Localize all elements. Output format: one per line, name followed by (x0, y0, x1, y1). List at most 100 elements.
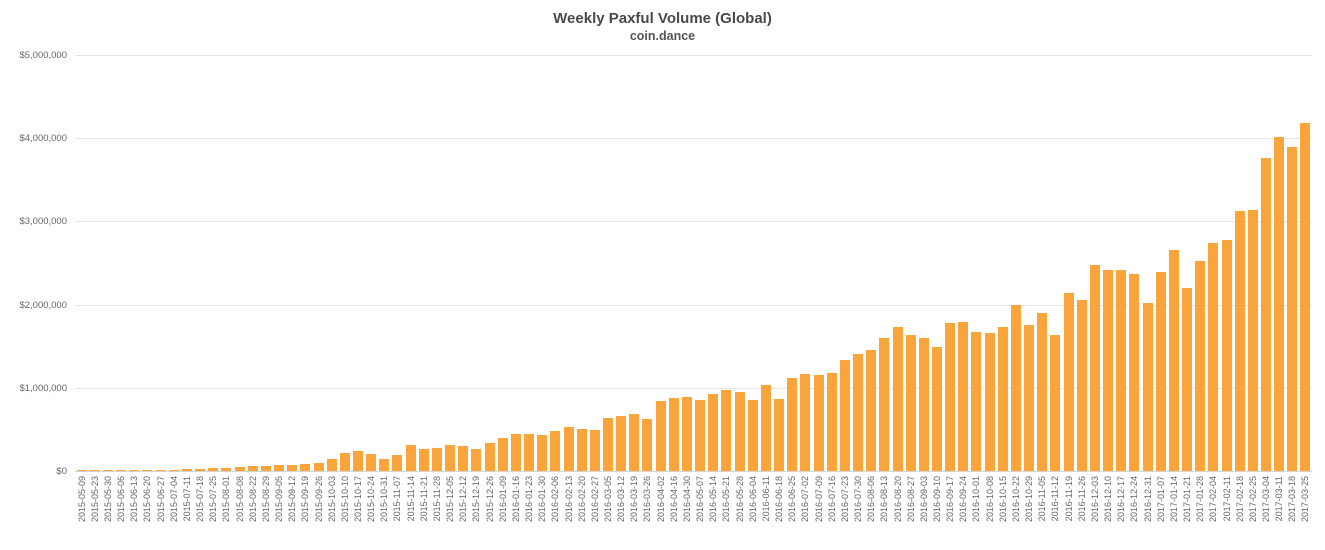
bar-2015-07-04[interactable] (168, 470, 179, 471)
bar-2015-05-30[interactable] (102, 470, 113, 471)
bar-2016-04-16[interactable] (668, 398, 679, 471)
bar-2016-10-22[interactable] (1010, 305, 1021, 471)
bar-2016-11-19[interactable] (1063, 293, 1074, 471)
bar-2015-09-05[interactable] (274, 465, 284, 471)
bar-2015-10-03[interactable] (326, 459, 337, 471)
bar-2017-03-18[interactable] (1287, 147, 1298, 471)
bar-2016-04-02[interactable] (655, 401, 666, 471)
bar-2015-08-29[interactable] (260, 466, 271, 471)
bar-2015-11-28[interactable] (431, 448, 442, 471)
bar-2016-06-04[interactable] (747, 400, 758, 471)
bar-2017-01-07[interactable] (1155, 272, 1166, 471)
bar-2016-02-13[interactable] (563, 427, 574, 471)
bar-2017-01-28[interactable] (1195, 261, 1206, 471)
bar-2016-11-12[interactable] (1050, 335, 1061, 471)
bar-2016-12-24[interactable] (1129, 274, 1140, 471)
bar-2015-08-01[interactable] (221, 468, 232, 471)
bar-2017-02-18[interactable] (1234, 211, 1245, 471)
bar-2016-02-20[interactable] (576, 429, 587, 471)
bar-2016-11-26[interactable] (1076, 300, 1087, 471)
x-axis-tick-label: 2016-05-07 (695, 476, 706, 523)
bar-2017-03-11[interactable] (1274, 137, 1285, 471)
bar-2016-03-19[interactable] (629, 414, 640, 471)
x-axis-tick-label: 2015-11-21 (418, 476, 429, 522)
x-axis-tick-label: 2015-08-29 (260, 476, 271, 523)
bar-2016-08-27[interactable] (905, 335, 916, 471)
bar-2016-09-03[interactable] (918, 338, 929, 471)
x-axis-tick-label: 2016-12-03 (1089, 476, 1100, 523)
bar-2016-07-23[interactable] (839, 360, 850, 471)
bar-2016-09-10[interactable] (932, 347, 942, 471)
bar-2015-09-12[interactable] (287, 465, 298, 471)
bar-2016-02-06[interactable] (550, 431, 561, 471)
bar-2016-05-07[interactable] (695, 400, 706, 471)
bar-2015-12-19[interactable] (471, 449, 482, 471)
bar-2016-10-29[interactable] (1024, 325, 1035, 471)
bar-2016-01-23[interactable] (524, 434, 534, 471)
bar-2015-06-27[interactable] (155, 470, 166, 471)
bar-2016-12-03[interactable] (1089, 265, 1100, 471)
bar-2016-01-09[interactable] (497, 438, 508, 471)
bar-2016-09-24[interactable] (958, 322, 969, 471)
bar-2015-10-31[interactable] (379, 459, 390, 471)
bar-2016-08-13[interactable] (879, 338, 890, 471)
bar-2015-08-22[interactable] (247, 466, 258, 471)
bar-2017-02-04[interactable] (1208, 243, 1219, 471)
bar-2016-07-30[interactable] (853, 354, 863, 471)
bar-2016-05-14[interactable] (708, 394, 719, 471)
bar-2016-07-16[interactable] (826, 373, 837, 471)
bar-2016-12-31[interactable] (1142, 303, 1153, 471)
bar-2016-01-16[interactable] (510, 434, 521, 471)
bar-2016-12-10[interactable] (1103, 270, 1113, 471)
bar-2015-05-09[interactable] (76, 470, 87, 471)
bar-2015-12-26[interactable] (484, 443, 495, 471)
bar-2016-02-27[interactable] (589, 430, 600, 471)
bar-2016-05-28[interactable] (734, 392, 745, 471)
bar-2017-03-04[interactable] (1260, 158, 1271, 471)
bar-2016-09-17[interactable] (945, 323, 956, 471)
bar-2016-06-25[interactable] (787, 378, 798, 471)
x-axis-tick-label: 2016-02-27 (589, 476, 600, 523)
bar-2015-05-23[interactable] (89, 470, 100, 471)
bar-2016-01-30[interactable] (537, 435, 548, 471)
bar-2016-06-18[interactable] (774, 399, 784, 471)
bar-2016-07-02[interactable] (800, 374, 811, 471)
bar-2015-07-11[interactable] (181, 469, 192, 471)
bar-2015-12-05[interactable] (445, 445, 455, 471)
bar-2015-12-12[interactable] (458, 446, 469, 471)
bar-2015-06-06[interactable] (116, 470, 127, 471)
bar-2016-03-12[interactable] (616, 416, 627, 471)
bar-2015-09-19[interactable] (300, 464, 311, 471)
bar-2015-11-07[interactable] (392, 455, 403, 471)
bar-2016-08-20[interactable] (892, 327, 903, 471)
bar-2015-07-18[interactable] (195, 469, 205, 471)
bar-2015-11-14[interactable] (405, 445, 416, 471)
bar-2015-07-25[interactable] (208, 468, 219, 471)
bar-2016-04-30[interactable] (681, 397, 692, 471)
bar-2016-10-08[interactable] (984, 333, 995, 471)
bar-2015-10-10[interactable] (339, 453, 350, 471)
bar-2015-06-13[interactable] (129, 470, 140, 471)
bar-2015-06-20[interactable] (142, 470, 153, 471)
bar-2016-11-05[interactable] (1037, 313, 1048, 471)
bar-2017-02-11[interactable] (1221, 240, 1232, 471)
bar-2015-10-17[interactable] (352, 451, 363, 471)
bar-2017-01-21[interactable] (1182, 288, 1192, 471)
bar-2016-12-17[interactable] (1116, 270, 1127, 471)
bar-2016-05-21[interactable] (721, 390, 732, 471)
bar-2017-03-25[interactable] (1300, 123, 1311, 471)
bar-2015-10-24[interactable] (366, 454, 377, 471)
bar-2016-08-06[interactable] (866, 350, 877, 471)
bar-2015-09-26[interactable] (313, 463, 324, 471)
bar-2017-01-14[interactable] (1168, 250, 1179, 471)
bar-2016-03-05[interactable] (603, 418, 613, 471)
bar-2016-03-26[interactable] (642, 419, 653, 471)
bar-2017-02-25[interactable] (1247, 210, 1258, 471)
bar-2016-10-01[interactable] (971, 332, 982, 471)
bar-2016-10-15[interactable] (997, 327, 1008, 471)
bar-2016-07-09[interactable] (813, 375, 824, 471)
x-axis-tick-label: 2016-12-10 (1103, 476, 1113, 523)
bar-2016-06-11[interactable] (760, 385, 771, 471)
bar-2015-11-21[interactable] (418, 449, 429, 471)
bar-2015-08-08[interactable] (234, 467, 245, 471)
